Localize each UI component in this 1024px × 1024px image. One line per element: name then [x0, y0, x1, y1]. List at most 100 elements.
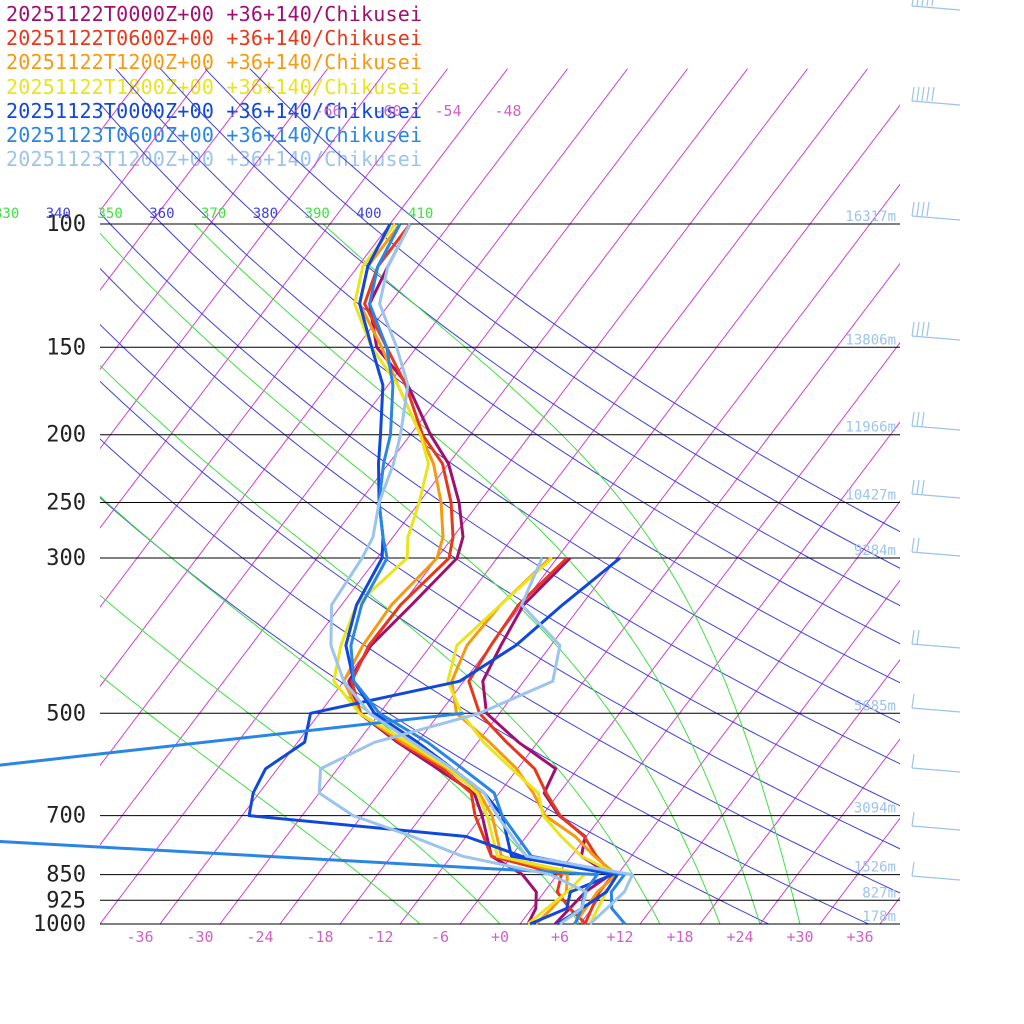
- wind-barb: [911, 551, 961, 557]
- upper-isotherm-label: -54: [434, 102, 461, 120]
- dewpoint-line-3: [450, 556, 618, 925]
- wind-barb-feather: [921, 201, 925, 217]
- isotherm-line: [879, 896, 900, 924]
- wind-barb-feather: [916, 0, 919, 7]
- wind-barb-feather: [926, 0, 929, 7]
- wind-barb: [911, 643, 961, 649]
- isotherm-line: [339, 183, 900, 924]
- dry-adiabat-line: [100, 267, 900, 807]
- wind-barb: [911, 825, 961, 831]
- temperature-tick-label: -12: [366, 928, 393, 946]
- isotherm-line: [699, 659, 900, 924]
- legend-entry-6: 20251123T0600Z+00 +36+140/Chikusei: [6, 123, 423, 148]
- wind-barbs: [911, 0, 961, 881]
- isotherm-line: [100, 68, 628, 767]
- wind-barb: [911, 425, 961, 431]
- temperature-tick-label: -18: [306, 928, 333, 946]
- wind-barb-feather: [931, 0, 934, 7]
- isotherm-line: [100, 68, 208, 212]
- isotherms: [100, 68, 900, 924]
- temperature-tick-label: -24: [246, 928, 273, 946]
- dry-adiabat-label: 350: [97, 206, 122, 222]
- pressure-label-200: 200: [46, 423, 86, 448]
- isobars: [100, 223, 900, 925]
- isotherm-line: [159, 68, 808, 924]
- dry-adiabat-label: 390: [305, 206, 330, 222]
- wind-barb-feather: [911, 629, 915, 645]
- axis-labels: 100 16317m 150 13806m 200 11966m 250 10427m 300 9…: [0, 102, 896, 946]
- dry-adiabat-label: 410: [408, 206, 433, 222]
- wind-barb: [911, 5, 961, 11]
- isotherm-line: [100, 68, 568, 688]
- height-label-150: 13806m: [845, 332, 896, 348]
- isotherm-line: [399, 262, 900, 924]
- dry-adiabat-label: 380: [253, 206, 278, 222]
- isotherm-line: [639, 579, 900, 924]
- height-label-100: 16317m: [845, 209, 896, 225]
- upper-isotherm-label: -60: [374, 102, 401, 120]
- temperature-line-7: [329, 223, 634, 926]
- isotherm-line: [100, 68, 388, 450]
- isotherm-line: [519, 421, 900, 924]
- wind-barb-feather: [916, 86, 920, 102]
- height-label-1000: 178m: [862, 909, 896, 925]
- dry-adiabat-line: [160, 68, 900, 607]
- pressure-label-1000: 1000: [33, 912, 86, 937]
- legend: 20251122T0000Z+00 +36+140/Chikusei 20251…: [6, 2, 422, 171]
- wind-barb-feather: [921, 479, 925, 495]
- profile-lines: [0, 223, 634, 926]
- wind-barb-feather: [916, 537, 920, 553]
- dry-adiabat-line: [100, 496, 770, 924]
- wind-barb: [911, 707, 961, 713]
- height-label-200: 11966m: [845, 420, 896, 436]
- height-label-300: 9284m: [854, 543, 896, 559]
- isotherm-line: [579, 500, 900, 924]
- isotherm-line: [100, 68, 328, 371]
- dry-adiabat-label: 360: [149, 206, 174, 222]
- pressure-label-300: 300: [46, 546, 86, 571]
- isotherm-line: [759, 738, 900, 924]
- wind-barb-feather: [911, 201, 915, 217]
- wind-barb-feather: [921, 86, 925, 102]
- height-label-700: 3094m: [854, 801, 896, 817]
- isotherm-line: [100, 68, 268, 291]
- wind-barb-feather: [926, 321, 930, 337]
- height-label-500: 5685m: [854, 698, 896, 714]
- dry-adiabat-line: [115, 68, 900, 645]
- height-label-250: 10427m: [845, 488, 896, 504]
- pressure-label-250: 250: [46, 491, 86, 516]
- wind-barb-feather: [916, 411, 920, 427]
- upper-isotherm-label: -66: [314, 102, 341, 120]
- wind-barb-feather: [911, 811, 915, 827]
- wind-barb: [911, 335, 961, 341]
- wind-barb-feather: [921, 0, 924, 7]
- pressure-label-100: 100: [46, 212, 86, 237]
- wind-barb-feather: [911, 411, 915, 427]
- wind-barb-feather: [921, 411, 925, 427]
- temperature-tick-label: +0: [491, 928, 509, 946]
- legend-entry-2: 20251122T0600Z+00 +36+140/Chikusei: [6, 26, 423, 51]
- dry-adiabat-line: [249, 68, 900, 533]
- wind-barb-feather: [931, 86, 935, 102]
- wind-barb-feather: [911, 321, 915, 337]
- dewpoint-line-7: [317, 557, 588, 926]
- temperature-tick-label: +30: [786, 928, 813, 946]
- height-label-925: 827m: [862, 885, 896, 901]
- upper-isotherm-label: -48: [494, 102, 521, 120]
- wind-barb-feather: [926, 201, 930, 217]
- temperature-tick-label: +6: [551, 928, 569, 946]
- dry-adiabat-label: 370: [201, 206, 226, 222]
- temperature-tick-label: -30: [186, 928, 213, 946]
- dry-adiabat-label: 340: [46, 206, 71, 222]
- wind-barb-feather: [911, 0, 914, 7]
- wind-barb: [911, 767, 961, 773]
- pressure-label-850: 850: [46, 863, 86, 888]
- legend-entry-4: 20251122T1800Z+00 +36+140/Chikusei: [6, 74, 423, 99]
- temperature-line-2: [350, 223, 588, 926]
- pressure-label-925: 925: [46, 888, 86, 913]
- dry-adiabat-label: 330: [0, 206, 19, 222]
- dewpoint-line-5: [247, 556, 622, 926]
- moist-adiabat-line: [100, 232, 721, 924]
- wind-barb: [911, 100, 961, 106]
